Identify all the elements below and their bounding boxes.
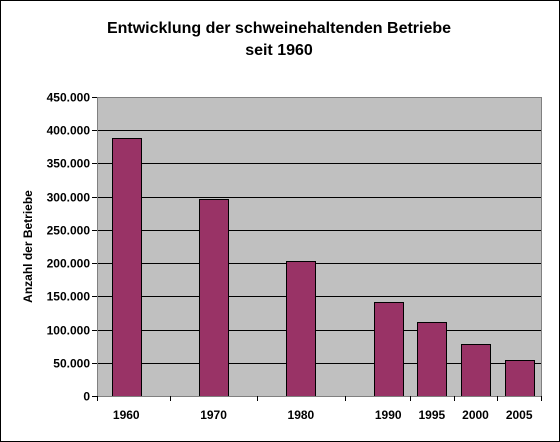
x-tick-label: 1990 bbox=[375, 408, 402, 422]
bar-1990 bbox=[374, 302, 404, 397]
chart-title-line1: Entwicklung der schweinehaltenden Betrie… bbox=[106, 20, 452, 37]
bar-1980 bbox=[286, 261, 316, 397]
x-tick-label: 2005 bbox=[506, 408, 533, 422]
y-tick-label: 100.000 bbox=[47, 324, 91, 338]
bar-1995 bbox=[417, 322, 447, 397]
bars bbox=[112, 138, 535, 397]
y-tick-label: 400.000 bbox=[47, 124, 91, 138]
chart-title-line2: seit 1960 bbox=[245, 42, 313, 59]
gridlines bbox=[97, 97, 541, 364]
y-tick-label: 0 bbox=[83, 390, 90, 404]
bar-1960 bbox=[112, 138, 142, 397]
x-tick-label: 1960 bbox=[113, 408, 140, 422]
bar-2000 bbox=[461, 344, 491, 397]
x-tick-label: 2000 bbox=[462, 408, 489, 422]
y-tick-label: 200.000 bbox=[47, 257, 91, 271]
bar-2005 bbox=[505, 360, 535, 397]
y-axis-label: Anzahl der Betriebe bbox=[21, 190, 35, 303]
y-tick-label: 450.000 bbox=[47, 91, 91, 105]
y-tick-label: 150.000 bbox=[47, 290, 91, 304]
chart-title: Entwicklung der schweinehaltenden Betrie… bbox=[0, 18, 558, 62]
y-tick-labels: 0 50.000 100.000 150.000 200.000 250.000 300.0… bbox=[47, 91, 97, 404]
x-tick-label: 1970 bbox=[200, 408, 227, 422]
x-tick-labels: 1960 1970 1980 1990 1995 2000 2005 bbox=[97, 396, 542, 422]
x-tick-label: 1980 bbox=[288, 408, 315, 422]
plot-border bbox=[97, 97, 542, 397]
y-tick-label: 350.000 bbox=[47, 157, 91, 171]
y-tick-label: 250.000 bbox=[47, 224, 91, 238]
y-tick-label: 300.000 bbox=[47, 191, 91, 205]
bar-1970 bbox=[199, 199, 229, 397]
y-tick-label: 50.000 bbox=[53, 357, 90, 371]
x-tick-label: 1995 bbox=[419, 408, 446, 422]
